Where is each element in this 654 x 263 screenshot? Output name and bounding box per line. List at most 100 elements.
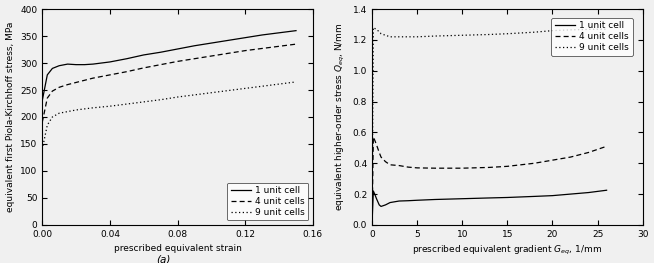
9 unit cells [43, 124, 51, 127]
1 unit cell [370, 189, 377, 193]
9 unit cells [413, 35, 421, 38]
9 unit cells [106, 105, 114, 108]
1 unit cell [140, 53, 148, 57]
9 unit cells [292, 80, 300, 83]
9 unit cells [504, 32, 511, 35]
1 unit cell [106, 60, 114, 64]
4 unit cells [72, 81, 80, 84]
4 unit cells [258, 47, 266, 50]
1 unit cell [48, 67, 56, 70]
1 unit cell [275, 31, 283, 34]
9 unit cells [375, 30, 383, 33]
1 unit cell [43, 73, 51, 77]
9 unit cells [123, 103, 131, 106]
9 unit cells [603, 28, 611, 31]
1 unit cell [603, 189, 611, 192]
9 unit cells [55, 112, 63, 115]
Legend: 1 unit cell, 4 unit cells, 9 unit cells: 1 unit cell, 4 unit cells, 9 unit cells [227, 183, 309, 220]
1 unit cell [386, 201, 394, 204]
9 unit cells [174, 95, 182, 99]
1 unit cell [431, 198, 439, 201]
9 unit cells [63, 110, 71, 113]
9 unit cells [530, 31, 538, 34]
1 unit cell [72, 63, 80, 66]
1 unit cell [504, 196, 511, 199]
4 unit cells [485, 166, 493, 169]
9 unit cells [190, 93, 198, 97]
1 unit cell [458, 197, 466, 200]
4 unit cells [190, 57, 198, 60]
1 unit cell [89, 63, 97, 66]
1 unit cell [292, 29, 300, 32]
Y-axis label: equivalent higher-order stress $Q_{eq}$, N/mm: equivalent higher-order stress $Q_{eq}$,… [334, 23, 347, 211]
4 unit cells [55, 86, 63, 89]
1 unit cell [190, 44, 198, 47]
9 unit cells [157, 98, 165, 101]
4 unit cells [375, 151, 383, 154]
1 unit cell [373, 197, 381, 200]
9 unit cells [373, 28, 381, 32]
Legend: 1 unit cell, 4 unit cells, 9 unit cells: 1 unit cell, 4 unit cells, 9 unit cells [551, 18, 633, 56]
4 unit cells [39, 121, 46, 124]
1 unit cell [63, 63, 71, 66]
9 unit cells [241, 87, 249, 90]
1 unit cell [381, 203, 389, 206]
Line: 1 unit cell: 1 unit cell [372, 190, 607, 225]
4 unit cells [603, 145, 611, 148]
4 unit cells [377, 155, 385, 159]
4 unit cells [395, 164, 403, 167]
9 unit cells [395, 35, 403, 38]
9 unit cells [224, 89, 232, 92]
9 unit cells [207, 91, 215, 94]
4 unit cells [292, 43, 300, 46]
9 unit cells [377, 32, 385, 35]
9 unit cells [258, 85, 266, 88]
4 unit cells [275, 45, 283, 48]
4 unit cells [413, 166, 421, 169]
9 unit cells [585, 28, 593, 31]
4 unit cells [157, 63, 165, 66]
9 unit cells [368, 223, 376, 226]
9 unit cells [80, 107, 88, 110]
1 unit cell [55, 64, 63, 67]
9 unit cells [549, 29, 557, 32]
4 unit cells [106, 73, 114, 77]
1 unit cell [224, 39, 232, 42]
9 unit cells [275, 83, 283, 86]
4 unit cells [458, 166, 466, 170]
4 unit cells [207, 54, 215, 58]
4 unit cells [140, 66, 148, 69]
4 unit cells [530, 162, 538, 165]
X-axis label: prescribed equivalent gradient $G_{eq}$, 1/mm: prescribed equivalent gradient $G_{eq}$,… [412, 244, 602, 257]
4 unit cells [368, 223, 376, 226]
9 unit cells [89, 106, 97, 109]
4 unit cells [43, 97, 51, 100]
1 unit cell [123, 57, 131, 60]
4 unit cells [123, 70, 131, 73]
9 unit cells [72, 108, 80, 112]
1 unit cell [80, 63, 88, 66]
1 unit cell [258, 33, 266, 37]
1 unit cell [39, 99, 46, 102]
1 unit cell [157, 51, 165, 54]
9 unit cells [39, 148, 46, 151]
9 unit cells [404, 35, 412, 38]
4 unit cells [373, 143, 381, 146]
1 unit cell [530, 195, 538, 198]
1 unit cell [371, 193, 379, 196]
4 unit cells [224, 52, 232, 55]
9 unit cells [48, 115, 56, 119]
4 unit cells [566, 155, 574, 159]
1 unit cell [413, 199, 421, 202]
9 unit cells [458, 34, 466, 37]
Line: 4 unit cells: 4 unit cells [372, 137, 607, 225]
4 unit cells [404, 165, 412, 169]
Line: 4 unit cells: 4 unit cells [43, 44, 296, 122]
Line: 9 unit cells: 9 unit cells [372, 28, 607, 225]
1 unit cell [241, 36, 249, 39]
9 unit cells [566, 28, 574, 32]
4 unit cells [504, 165, 511, 168]
Y-axis label: equivalent first Piola-Kirchhoff stress, MPa: equivalent first Piola-Kirchhoff stress,… [5, 22, 14, 212]
9 unit cells [381, 34, 389, 37]
Line: 9 unit cells: 9 unit cells [43, 82, 296, 149]
